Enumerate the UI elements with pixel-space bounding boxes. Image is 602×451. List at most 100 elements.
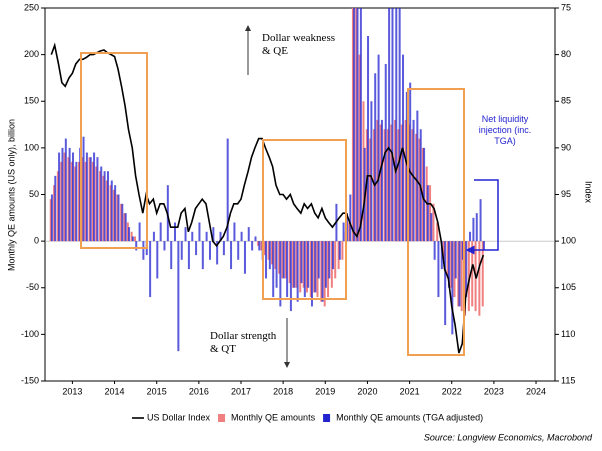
axes: -150 -100 -50 0 50 100 150 200 250 75 80 85 90 95 100 1… [21, 2, 576, 396]
bar [478, 241, 481, 316]
bar [233, 222, 236, 242]
bar [446, 241, 449, 279]
legend-label: Monthly QE amounts [231, 412, 316, 422]
bar [460, 241, 463, 312]
x-tick-label: 2019 [315, 386, 335, 396]
y2-tick-label: 75 [561, 2, 571, 12]
bar [258, 241, 261, 251]
bar [230, 241, 233, 270]
bar [332, 241, 335, 270]
y-tick-label: -100 [21, 329, 39, 339]
y2-tick-label: 95 [561, 189, 571, 199]
source: Source: Longview Economics, Macrobond [424, 432, 593, 442]
bar [467, 241, 470, 312]
bar [271, 241, 274, 265]
bar [433, 241, 436, 260]
bar [310, 241, 313, 307]
bar [149, 241, 152, 298]
plot-frame [44, 7, 556, 382]
bar [430, 213, 433, 242]
x-tick-label: 2014 [105, 386, 125, 396]
y2-tick-label: 105 [561, 282, 576, 292]
highlight-box [407, 88, 465, 356]
bar [481, 241, 484, 307]
bar [112, 189, 115, 242]
legend-label: Monthly QE amounts (TGA adjusted) [336, 412, 483, 422]
x-tick-label: 2015 [147, 386, 167, 396]
bar [120, 203, 123, 242]
y2-tick-label: 100 [561, 236, 576, 246]
bar [316, 241, 319, 298]
bar [282, 241, 285, 279]
bar [93, 152, 96, 242]
bar [70, 161, 73, 242]
bar [123, 213, 126, 242]
y-tick-label: 0 [34, 236, 39, 246]
bar [247, 227, 250, 242]
bar [58, 152, 61, 242]
bar [447, 241, 450, 288]
bar [53, 185, 56, 242]
bar [404, 119, 407, 242]
bar [412, 119, 415, 242]
bar [454, 241, 457, 279]
bar [275, 241, 278, 288]
bar [109, 185, 112, 242]
bar [82, 136, 85, 242]
bar [159, 222, 162, 242]
bar [100, 166, 103, 242]
bar [314, 241, 317, 293]
bar [163, 241, 166, 251]
bar [391, 8, 394, 242]
y2-tick-label: 115 [561, 375, 575, 385]
bar [91, 161, 94, 242]
bar [56, 171, 59, 242]
bar [212, 227, 215, 242]
bar [267, 241, 270, 260]
bar [386, 129, 389, 242]
bar [74, 166, 77, 242]
bar [103, 171, 106, 242]
bar [305, 241, 308, 293]
bar [254, 236, 257, 242]
bar [288, 241, 291, 284]
bar [307, 241, 310, 288]
annotation: Dollar strength & QT [210, 330, 277, 355]
bar [201, 241, 204, 270]
lines [50, 42, 485, 354]
bar [356, 8, 359, 242]
legend: US Dollar Index Monthly QE amounts Monthly… [132, 412, 483, 422]
bar [299, 241, 302, 293]
bar [440, 241, 443, 270]
bar [142, 241, 145, 260]
bar [272, 241, 275, 298]
bar [341, 241, 344, 260]
bar [469, 231, 472, 242]
bar [226, 138, 229, 242]
bar [313, 241, 316, 293]
y-tick-label: 150 [24, 96, 39, 106]
bar [268, 241, 271, 270]
bar [397, 129, 400, 242]
bar [237, 241, 240, 260]
bar [292, 241, 295, 288]
highlight-box [80, 52, 148, 249]
bar [205, 231, 208, 242]
bar [106, 171, 109, 242]
bar [377, 54, 380, 242]
bar [187, 241, 190, 270]
bar [426, 185, 429, 242]
bar [102, 175, 105, 242]
bar [184, 227, 187, 242]
bar [77, 161, 80, 242]
bar [321, 241, 324, 302]
bar [257, 241, 260, 246]
bar [390, 124, 393, 242]
bar [61, 147, 64, 242]
bar [195, 241, 198, 256]
bar [400, 124, 403, 242]
bar [128, 227, 131, 242]
bar [260, 241, 263, 251]
y2-axis-label: Index [584, 181, 594, 204]
